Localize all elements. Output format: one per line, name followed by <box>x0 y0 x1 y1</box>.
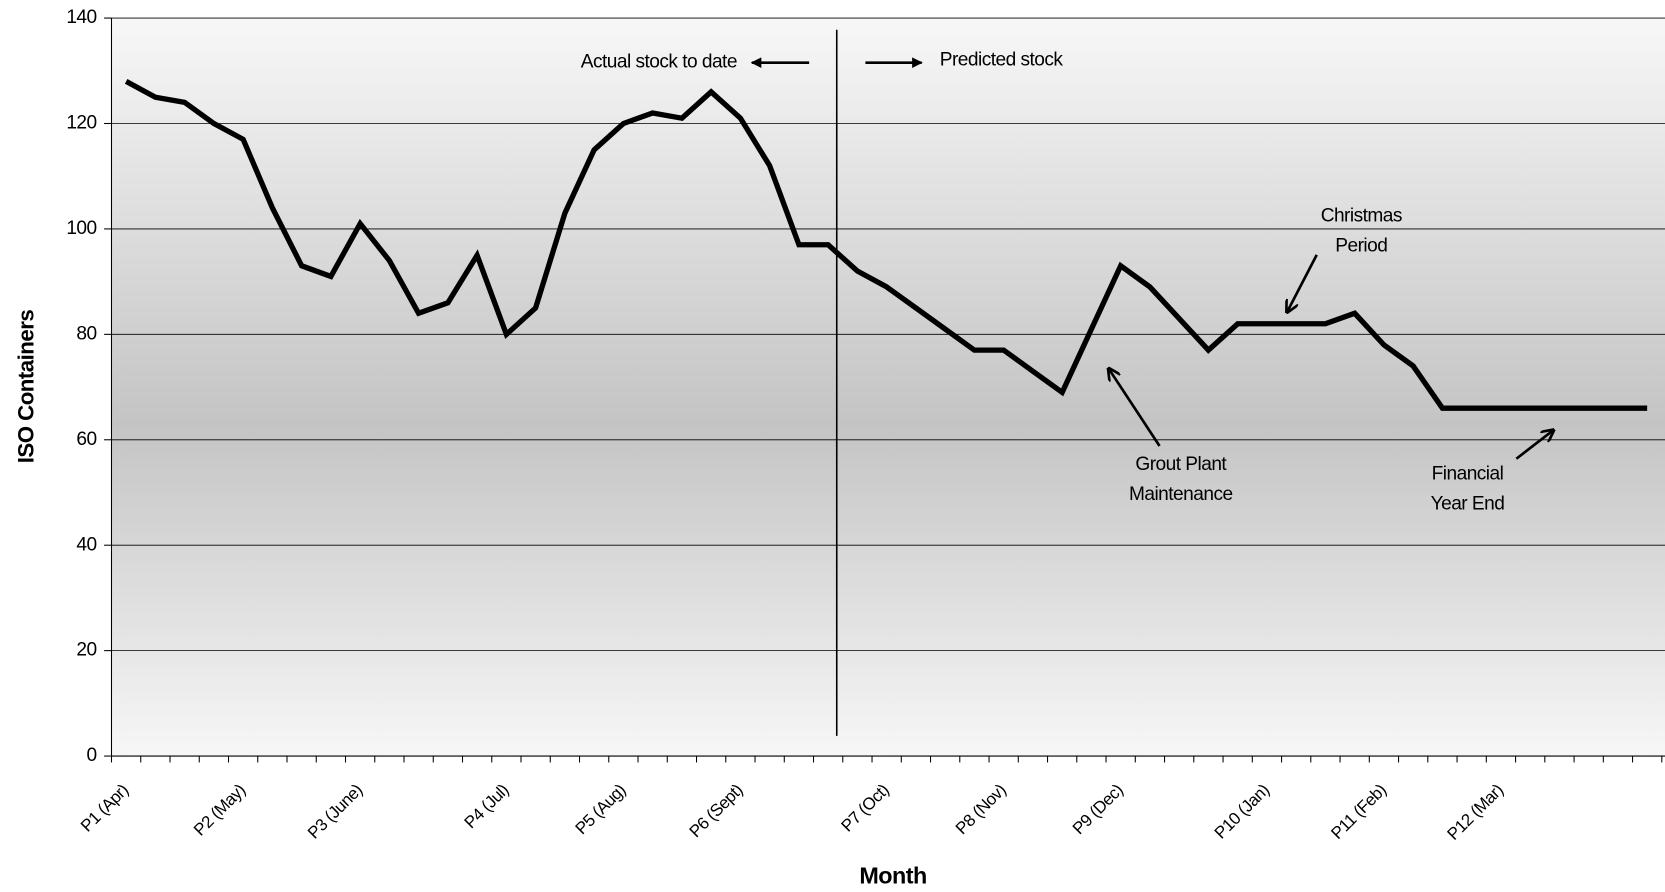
arrow <box>1287 254 1318 312</box>
plot-area <box>111 18 1665 757</box>
annotation: Predicted stock <box>940 50 1064 71</box>
annotation: Grout Plant <box>1135 454 1227 475</box>
x-tick-label: P7 (Oct) <box>838 780 893 835</box>
x-tick-label: P6 (Sept) <box>686 780 747 841</box>
x-tick-label: P12 (Mar) <box>1444 780 1507 843</box>
annotation: Period <box>1335 235 1387 256</box>
annotations: Actual stock to date Predicted stock Chr… <box>581 50 1554 514</box>
x-tick-label: P4 (Jul) <box>461 780 513 832</box>
annotation: Actual stock to date <box>581 52 737 73</box>
y-tick-label: 140 <box>66 7 96 28</box>
y-tick-label: 80 <box>76 323 96 344</box>
y-tick-label: 0 <box>87 745 97 766</box>
y-axis-title: ISO Containers <box>13 310 38 464</box>
y-tick-label: 60 <box>76 429 96 450</box>
y-tick-label: 40 <box>76 534 96 555</box>
x-tick-label: P3 (June) <box>304 780 366 842</box>
x-tick-label: P1 (Apr) <box>77 780 132 835</box>
y-tick-label: 20 <box>76 640 96 661</box>
x-tick-label: P10 (Jan) <box>1211 780 1273 842</box>
x-tick-label: P11 (Feb) <box>1327 780 1390 843</box>
y-tick-label: 100 <box>66 218 96 239</box>
x-axis-title: Month <box>859 862 926 888</box>
data-line <box>124 79 1648 411</box>
x-tick-label: P5 (Aug) <box>572 780 630 838</box>
annotation: Christmas <box>1321 206 1402 227</box>
annotation: Financial <box>1432 464 1504 485</box>
annotation: Year End <box>1431 493 1505 514</box>
x-tick-label: P9 (Dec) <box>1069 780 1127 838</box>
arrow <box>1109 368 1161 447</box>
x-tick-label: P2 (May) <box>190 780 249 839</box>
x-tick-label: P8 (Nov) <box>952 780 1010 838</box>
annotation: Maintenance <box>1129 484 1233 505</box>
y-tick-label: 120 <box>66 113 96 134</box>
arrow <box>1515 430 1553 460</box>
